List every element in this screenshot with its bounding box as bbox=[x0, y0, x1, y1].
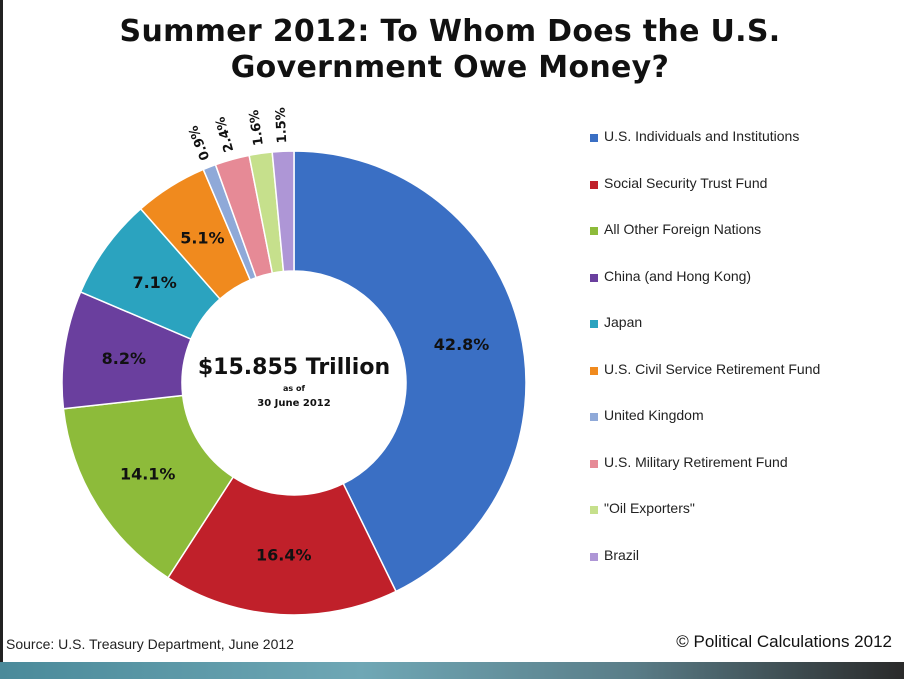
slice-label-u-s-military-retirement-fund: 2.4% bbox=[213, 115, 237, 154]
slice-label-oil-exporters: 1.6% bbox=[247, 109, 267, 147]
slice-label-united-kingdom: 0.9% bbox=[186, 123, 213, 162]
legend-item-china-and-hong-kong: China (and Hong Kong) bbox=[590, 268, 900, 315]
legend-item-united-kingdom: United Kingdom bbox=[590, 407, 900, 454]
legend-item-social-security-trust-fund: Social Security Trust Fund bbox=[590, 175, 900, 222]
legend-label: U.S. Individuals and Institutions bbox=[604, 128, 800, 144]
legend-label: Social Security Trust Fund bbox=[604, 174, 768, 191]
slice-u-s-individuals-and-institutions bbox=[293, 150, 527, 593]
legend-swatch bbox=[590, 320, 598, 328]
center-date-label: 30 June 2012 bbox=[257, 398, 330, 409]
bottom-video-strip bbox=[0, 662, 904, 679]
legend-item-u-s-civil-service-retirement-fund: U.S. Civil Service Retirement Fund bbox=[590, 361, 900, 408]
slice-label-china-and-hong-kong: 8.2% bbox=[102, 349, 146, 368]
legend-item-u-s-military-retirement-fund: U.S. Military Retirement Fund bbox=[590, 454, 900, 501]
slice-label-brazil: 1.5% bbox=[274, 107, 291, 144]
legend-swatch bbox=[590, 227, 598, 235]
donut-slices bbox=[61, 150, 527, 616]
legend-swatch bbox=[590, 413, 598, 421]
legend-label: United Kingdom bbox=[604, 407, 704, 423]
legend-label: U.S. Military Retirement Fund bbox=[604, 453, 788, 470]
legend-label: Brazil bbox=[604, 546, 640, 563]
legend-item-oil-exporters: "Oil Exporters" bbox=[590, 500, 900, 547]
legend-swatch bbox=[590, 506, 598, 514]
center-as-of-label: as of bbox=[283, 384, 305, 393]
slice-brazil bbox=[271, 150, 295, 273]
legend-swatch bbox=[590, 273, 598, 282]
slice-label-all-other-foreign-nations: 14.1% bbox=[120, 464, 176, 483]
legend-label: All Other Foreign Nations bbox=[604, 221, 762, 237]
slice-label-u-s-individuals-and-institutions: 42.8% bbox=[434, 335, 490, 354]
source-note: Source: U.S. Treasury Department, June 2… bbox=[6, 636, 294, 652]
legend-swatch bbox=[590, 552, 598, 561]
left-border-line bbox=[0, 0, 3, 679]
slice-social-security-trust-fund bbox=[166, 475, 397, 616]
copyright-note: © Political Calculations 2012 bbox=[676, 632, 892, 651]
legend-label: U.S. Civil Service Retirement Fund bbox=[604, 360, 821, 377]
chart-title: Summer 2012: To Whom Does the U.S. Gover… bbox=[20, 14, 880, 86]
legend-swatch bbox=[590, 180, 598, 189]
slice-label-social-security-trust-fund: 16.4% bbox=[256, 546, 312, 565]
legend-label: "Oil Exporters" bbox=[604, 500, 695, 516]
legend-swatch bbox=[590, 366, 598, 375]
legend-swatch bbox=[590, 459, 598, 468]
slice-all-other-foreign-nations bbox=[62, 394, 235, 579]
legend-item-japan: Japan bbox=[590, 314, 900, 361]
legend-swatch bbox=[590, 134, 598, 142]
legend-label: Japan bbox=[604, 314, 643, 330]
chart-title-line-2: Government Owe Money? bbox=[230, 50, 670, 85]
legend-label: China (and Hong Kong) bbox=[604, 267, 752, 284]
chart-legend: U.S. Individuals and Institutions Social … bbox=[590, 128, 900, 593]
chart-title-line-1: Summer 2012: To Whom Does the U.S. bbox=[119, 14, 781, 49]
legend-item-all-other-foreign-nations: All Other Foreign Nations bbox=[590, 221, 900, 268]
slice-label-japan: 7.1% bbox=[132, 273, 176, 292]
legend-item-u-s-individuals-and-institutions: U.S. Individuals and Institutions bbox=[590, 128, 900, 175]
slice-label-u-s-civil-service-retirement-fund: 5.1% bbox=[180, 228, 224, 247]
center-total-label: $15.855 Trillion bbox=[198, 355, 390, 380]
legend-item-brazil: Brazil bbox=[590, 547, 900, 594]
